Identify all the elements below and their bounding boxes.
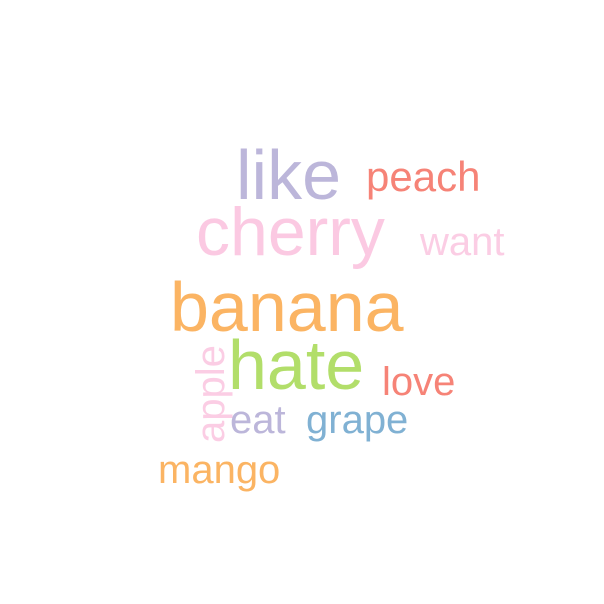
word-grape: grape xyxy=(306,398,409,442)
word-want: want xyxy=(420,220,505,264)
word-mango: mango xyxy=(158,448,281,492)
word-eat: eat xyxy=(230,398,286,442)
word-like: like xyxy=(236,136,342,214)
word-cherry: cherry xyxy=(196,194,385,270)
word-love: love xyxy=(382,360,456,404)
word-peach: peach xyxy=(366,153,481,200)
word-apple: apple xyxy=(188,345,233,443)
word-banana: banana xyxy=(170,268,404,346)
word-hate: hate xyxy=(228,326,365,404)
